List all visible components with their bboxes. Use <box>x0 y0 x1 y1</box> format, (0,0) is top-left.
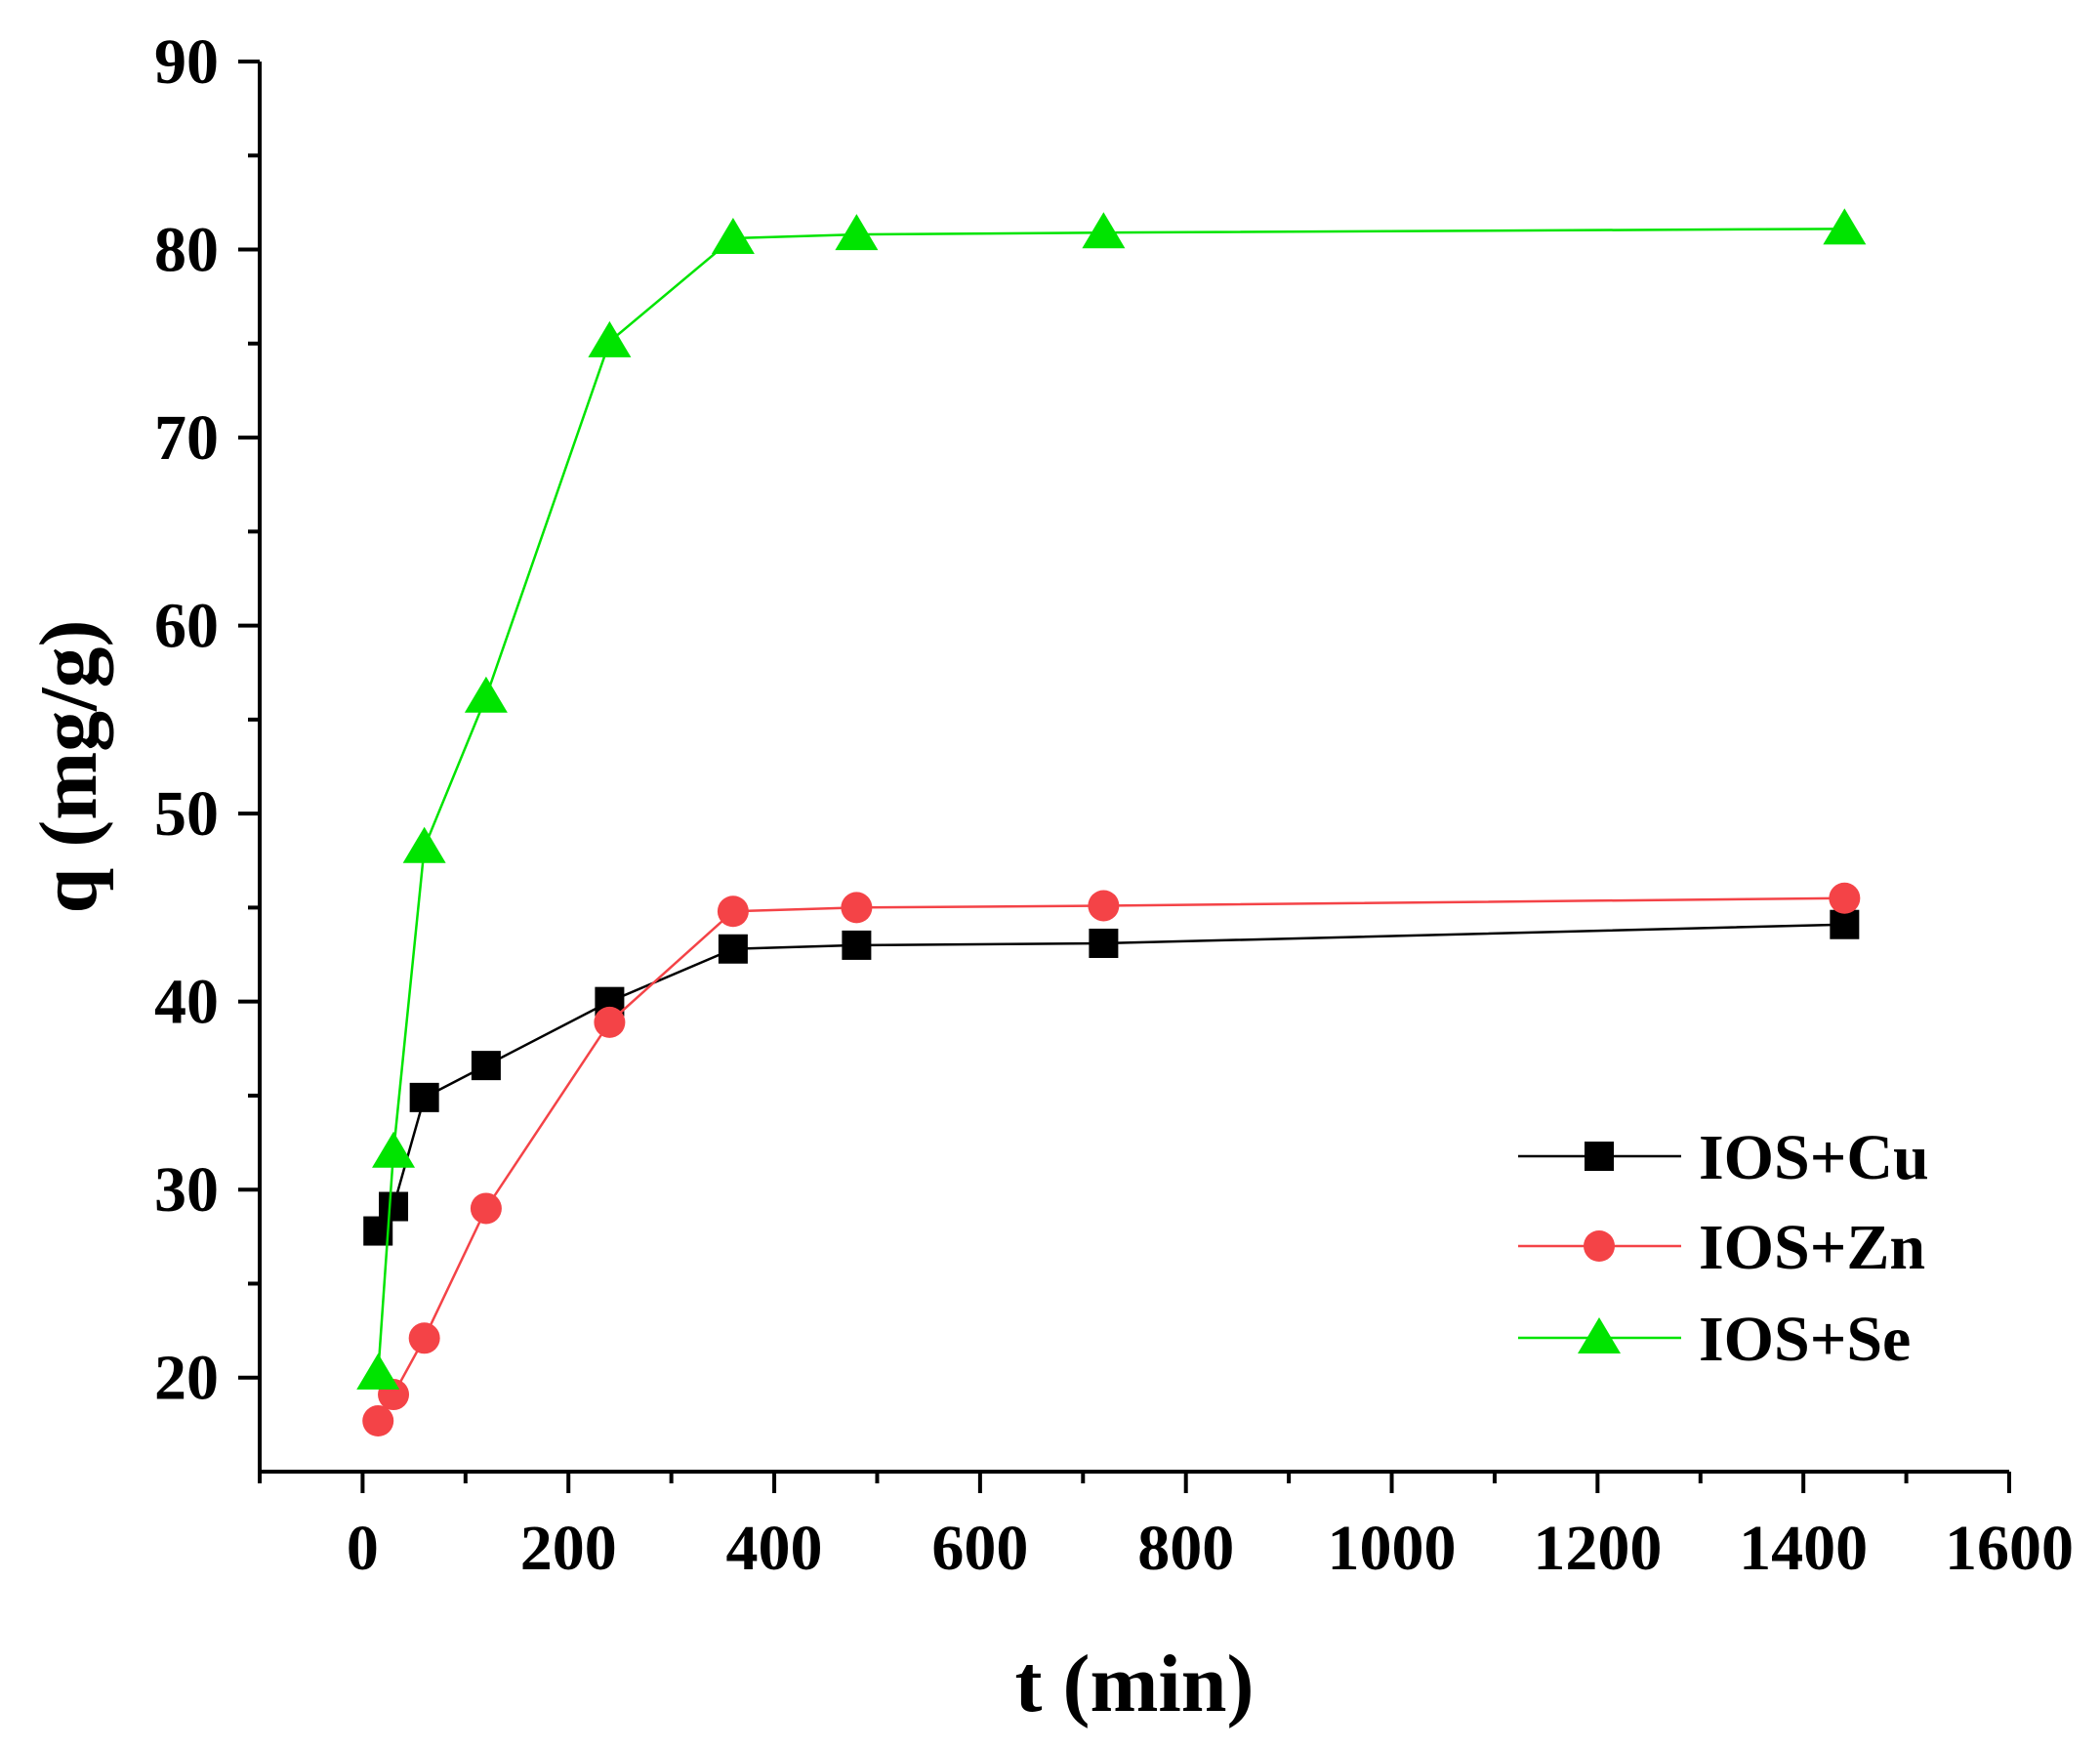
x-tick-label: 1400 <box>1739 1513 1868 1584</box>
data-point <box>842 930 872 960</box>
data-point <box>1823 208 1867 245</box>
legend-swatch-marker <box>1578 1317 1621 1353</box>
data-point <box>362 1405 394 1437</box>
x-tick-label: 200 <box>520 1513 617 1584</box>
data-point <box>470 1192 502 1225</box>
data-point <box>356 1353 400 1390</box>
data-point <box>717 895 749 928</box>
data-point <box>408 1322 440 1354</box>
series-ios-zn <box>362 882 1861 1437</box>
data-point <box>835 214 879 251</box>
legend-label: IOS+Cu <box>1699 1122 1929 1193</box>
x-tick-label: 1000 <box>1328 1513 1457 1584</box>
y-tick-label: 30 <box>154 1154 219 1226</box>
legend-item: IOS+Se <box>1518 1304 1911 1375</box>
y-tick-label: 70 <box>154 402 219 474</box>
y-tick-label: 40 <box>154 967 219 1038</box>
y-tick-label: 60 <box>154 591 219 662</box>
legend-swatch-marker <box>1585 1142 1614 1171</box>
data-point <box>711 217 755 254</box>
x-axis-title: t (min) <box>1015 1639 1255 1729</box>
x-tick-label: 400 <box>726 1513 823 1584</box>
legend-label: IOS+Zn <box>1699 1212 1925 1283</box>
data-point <box>372 1131 416 1168</box>
data-point <box>471 1051 501 1081</box>
series-ios-cu <box>363 909 1860 1246</box>
series-line <box>376 228 1845 1374</box>
data-point <box>841 892 873 924</box>
x-tick-label: 800 <box>1137 1513 1234 1584</box>
data-point <box>409 1082 439 1112</box>
data-point <box>594 1006 626 1038</box>
data-point <box>1082 212 1126 249</box>
y-tick-label: 50 <box>154 778 219 850</box>
data-point <box>402 826 446 863</box>
x-tick-label: 600 <box>931 1513 1028 1584</box>
legend: IOS+Cu IOS+Zn IOS+Se <box>1518 1122 1929 1375</box>
data-point <box>379 1191 409 1222</box>
series-ios-se <box>356 208 1867 1390</box>
y-axis-title: q (mg/g) <box>23 620 114 914</box>
x-tick-label: 0 <box>347 1513 379 1584</box>
series-line <box>377 923 1845 1232</box>
x-tick-label: 1600 <box>1945 1513 2074 1584</box>
plot-area <box>356 208 1867 1437</box>
legend-item: IOS+Zn <box>1518 1212 1925 1283</box>
series-line <box>377 896 1845 1422</box>
data-point <box>718 934 748 964</box>
y-tick-label: 80 <box>154 215 219 286</box>
legend-item: IOS+Cu <box>1518 1122 1929 1193</box>
x-tick-label: 1200 <box>1533 1513 1662 1584</box>
legend-swatch-marker <box>1584 1230 1615 1262</box>
data-point <box>464 676 508 713</box>
legend-label: IOS+Se <box>1699 1304 1911 1375</box>
data-point <box>1829 882 1861 914</box>
data-point <box>1088 890 1120 922</box>
data-point <box>1830 909 1860 939</box>
axes: 0 200 400 600 800 1000 1200 1400 1600 20 30 40 50 60 7… <box>154 26 2074 1584</box>
data-point <box>588 320 632 357</box>
y-tick-label: 90 <box>154 26 219 98</box>
y-tick-label: 20 <box>154 1343 219 1414</box>
data-point <box>1089 928 1119 958</box>
